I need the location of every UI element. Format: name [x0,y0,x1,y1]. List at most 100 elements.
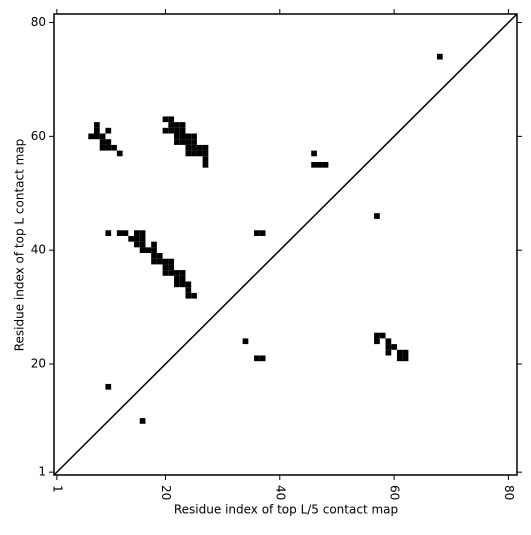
contact-cell [156,253,163,259]
contact-cell [139,241,146,248]
contact-cell [162,116,169,123]
contact-cell [151,247,157,254]
y-tick-label: 20 [31,357,46,371]
contact-cell [151,241,157,248]
y-tick-label: 60 [31,129,46,143]
contact-cell [174,270,180,276]
contact-cell [185,281,192,288]
contact-cell [105,127,112,134]
contact-cell [402,355,409,362]
contact-cell [179,122,186,128]
contact-cell [151,253,157,259]
contact-cell [179,281,186,288]
contact-cell [374,213,380,219]
contact-cell [196,144,203,151]
contact-cell [139,230,146,236]
contact-cell [162,270,169,276]
contact-cell [168,127,175,134]
contact-cell [185,139,192,145]
contact-cell [436,53,443,60]
contact-cell [151,258,157,265]
contact-cell [254,355,260,362]
contact-cell [88,133,95,140]
contact-cell [185,150,192,157]
contact-cell [259,355,266,362]
contact-cell [94,122,100,128]
contact-cell [202,156,209,162]
contact-cell [374,332,380,339]
contact-cell [94,127,100,134]
contact-cell [105,383,112,390]
contact-cell [191,139,197,145]
contact-cell [311,150,317,157]
contact-cell [134,241,140,248]
y-tick-label: 1 [38,465,46,479]
contact-cell [105,144,112,151]
contact-cell [139,247,146,254]
contact-cell [202,150,209,157]
contact-cell [396,355,403,362]
contact-cell [179,127,186,134]
contact-cell [174,133,180,140]
contact-cell [179,133,186,140]
x-tick-label: 1 [50,485,64,493]
contact-cell [322,161,329,168]
contact-cell [385,344,392,350]
contact-cell [116,150,123,157]
contact-cell [134,230,140,236]
contact-cell [202,161,209,168]
contact-cell [185,287,192,293]
contact-cell [111,144,117,151]
contact-cell [162,258,169,265]
contact-cell [162,264,169,271]
contact-cell [259,230,266,236]
contact-cell [139,235,146,242]
contact-cell [105,230,112,236]
contact-cell [179,139,186,145]
contact-cell [396,349,403,356]
contact-cell [385,349,392,356]
contact-cell [168,116,175,123]
contact-cell [254,230,260,236]
contact-cell [174,281,180,288]
contact-cell [185,144,192,151]
contact-cell [391,344,397,350]
y-axis-label: Residue index of top L contact map [13,139,27,352]
contact-cell [105,139,112,145]
contact-cell [196,150,203,157]
contact-cell [134,235,140,242]
contact-cell [168,122,175,128]
contact-cell [168,258,175,265]
y-tick-label: 40 [31,243,46,257]
contact-cell [122,230,129,236]
contact-cell [179,275,186,282]
contact-cell [191,133,197,140]
x-axis-label: Residue index of top L/5 contact map [174,503,398,517]
contact-cell [191,150,197,157]
contact-cell [179,270,186,276]
contact-cell [99,139,106,145]
contact-cell [128,235,135,242]
contact-cell [311,161,317,168]
x-tick-label: 40 [273,485,287,500]
contact-cell [185,133,192,140]
contact-cell [116,230,123,236]
diagonal-line [53,13,518,476]
contact-cell [156,258,163,265]
x-tick-label: 80 [502,485,516,500]
contact-cell [191,144,197,151]
contact-cell [168,264,175,271]
contact-cell [379,332,386,339]
contact-cell [99,144,106,151]
contact-cell [191,292,197,299]
contact-cell [174,275,180,282]
contact-cell [185,292,192,299]
contact-cell [402,349,409,356]
contact-cell [99,133,106,140]
contact-cell [94,133,100,140]
plot-frame [53,13,518,476]
contact-cell [202,144,209,151]
contact-cell [316,161,323,168]
contact-cell [168,270,175,276]
